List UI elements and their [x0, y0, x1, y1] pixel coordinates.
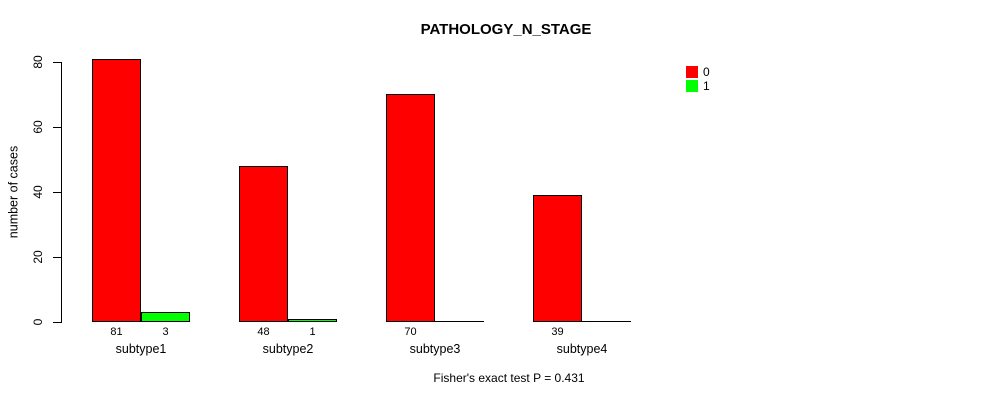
y-axis-label: number of cases	[6, 145, 21, 239]
statistical-test-annotation: Fisher's exact test P = 0.431	[433, 371, 585, 385]
y-axis-tick-label: 60	[31, 120, 45, 134]
legend-item: 0	[686, 66, 710, 78]
bar-zero-series1-subtype4	[582, 321, 631, 322]
legend-item: 1	[686, 80, 710, 92]
bar-value-label: 48	[257, 326, 270, 338]
y-axis-line	[61, 62, 62, 323]
x-axis-category-label: subtype1	[115, 342, 167, 356]
x-axis-category-label: subtype2	[262, 342, 314, 356]
y-axis-tick-label: 40	[31, 185, 45, 199]
bar-series0-subtype1	[92, 59, 141, 322]
y-axis-tick	[53, 322, 61, 323]
legend-swatch-icon	[686, 80, 698, 92]
bar-zero-series1-subtype3	[435, 321, 484, 322]
x-axis-category-label: subtype4	[556, 342, 608, 356]
legend-swatch-icon	[686, 66, 698, 78]
y-axis-tick	[53, 62, 61, 63]
y-axis-tick-label: 0	[31, 318, 45, 326]
bar-series1-subtype1	[141, 312, 190, 322]
y-axis-tick	[53, 257, 61, 258]
bar-series0-subtype2	[239, 166, 288, 322]
y-axis-tick	[53, 127, 61, 128]
bar-value-label: 39	[551, 326, 564, 338]
bar-value-label: 3	[162, 326, 169, 338]
y-axis-tick-label: 80	[31, 55, 45, 69]
y-axis-tick	[53, 192, 61, 193]
bar-value-label: 70	[404, 326, 417, 338]
x-axis-category-label: subtype3	[409, 342, 461, 356]
y-axis-tick-label: 20	[31, 250, 45, 264]
bar-value-label: 1	[309, 326, 316, 338]
legend-label: 1	[703, 79, 710, 93]
legend-label: 0	[703, 65, 710, 79]
bar-series0-subtype4	[533, 195, 582, 322]
bar-series1-subtype2	[288, 319, 337, 322]
chart-title: PATHOLOGY_N_STAGE	[420, 21, 592, 38]
bar-series0-subtype3	[386, 94, 435, 322]
bar-value-label: 81	[110, 326, 123, 338]
